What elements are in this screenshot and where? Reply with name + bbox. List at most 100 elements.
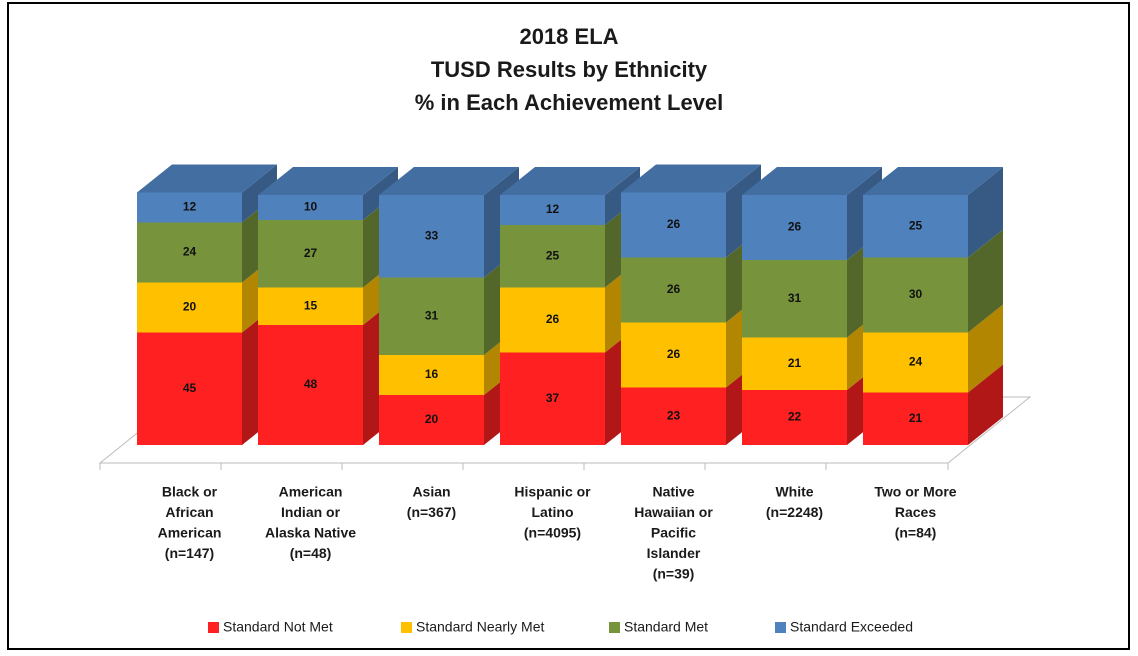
x-tick-label: African [165,504,213,520]
data-label: 26 [667,347,681,361]
x-tick-label: (n=84) [895,525,937,541]
bar-top [137,164,277,193]
x-tick-label: Indian or [281,504,341,520]
data-label: 21 [909,411,923,425]
bar [742,195,847,260]
bar [379,277,484,355]
bar-top [500,167,640,195]
bar [137,192,242,223]
data-label: 31 [425,308,439,322]
data-label: 31 [788,291,802,305]
legend-label: Standard Exceeded [790,619,913,635]
bar [621,192,726,258]
x-tick-label: Native [652,484,694,500]
x-tick-label: Black or [162,484,218,500]
x-tick-label: (n=2248) [766,504,823,520]
legend-label: Standard Not Met [223,619,333,635]
data-label: 26 [546,312,560,326]
bar-top [863,167,1003,195]
bar [379,355,484,395]
x-tick-label: American [158,525,222,541]
data-label: 20 [425,412,439,426]
x-tick-label: (n=4095) [524,525,581,541]
bar-side [242,164,277,223]
data-label: 24 [909,355,923,369]
bar [500,225,605,288]
bar [137,282,242,333]
bar [621,257,726,323]
bar [500,287,605,353]
data-label: 26 [788,220,802,234]
bar-top [379,167,519,195]
x-tick-label: Races [895,504,936,520]
bar-side [968,167,1003,258]
bar-top [742,167,882,195]
bar [863,257,968,333]
x-tick-label: (n=48) [290,545,332,561]
data-label: 24 [183,245,197,259]
x-tick-label: Pacific [651,525,696,541]
chart-title: TUSD Results by Ethnicity [431,57,708,82]
bar [137,222,242,283]
legend-label: Standard Nearly Met [416,619,545,635]
x-tick-label: Asian [412,484,450,500]
data-label: 10 [304,200,318,214]
legend-swatch [208,622,219,633]
x-tick-label: (n=39) [653,566,695,582]
bar [258,287,363,325]
chart-title: 2018 ELA [519,24,618,49]
data-label: 26 [667,217,681,231]
bar-side [363,167,398,220]
bar [742,337,847,390]
data-label: 37 [546,391,560,405]
x-tick-label: Hawaiian or [634,504,713,520]
x-tick-label: Hispanic or [514,484,591,500]
data-label: 26 [667,282,681,296]
bar [863,195,968,258]
data-label: 27 [304,246,318,260]
bar [258,220,363,288]
legend-swatch [775,622,786,633]
data-label: 45 [183,381,197,395]
bar-side [968,364,1003,445]
data-label: 25 [909,218,923,232]
data-label: 12 [183,200,197,214]
bar-top [258,167,398,195]
data-label: 15 [304,298,318,312]
x-tick-label: (n=147) [165,545,214,561]
bar-side [968,304,1003,393]
x-tick-label: White [775,484,813,500]
chart-title: % in Each Achievement Level [415,90,724,115]
bar [863,392,968,445]
legend-label: Standard Met [624,619,708,635]
bar-side [968,229,1003,333]
x-tick-label: Latino [532,504,574,520]
bar [258,325,363,445]
bar [137,332,242,445]
data-label: 22 [788,410,802,424]
legend-swatch [401,622,412,633]
data-label: 25 [546,248,560,262]
bar [742,390,847,445]
x-tick-label: American [279,484,343,500]
bar [742,260,847,338]
data-label: 20 [183,300,197,314]
legend-swatch [609,622,620,633]
bar [863,332,968,393]
bar [621,322,726,388]
data-label: 30 [909,287,923,301]
x-tick-label: (n=367) [407,504,456,520]
bar [379,195,484,278]
bar [379,395,484,445]
data-label: 48 [304,377,318,391]
x-tick-label: Alaska Native [265,525,356,541]
data-label: 21 [788,356,802,370]
bar-top [621,164,761,193]
data-label: 23 [667,408,681,422]
data-label: 33 [425,228,439,242]
x-tick-label: Islander [647,545,701,561]
bar [621,387,726,445]
bar [500,352,605,445]
x-tick-label: Two or More [874,484,956,500]
